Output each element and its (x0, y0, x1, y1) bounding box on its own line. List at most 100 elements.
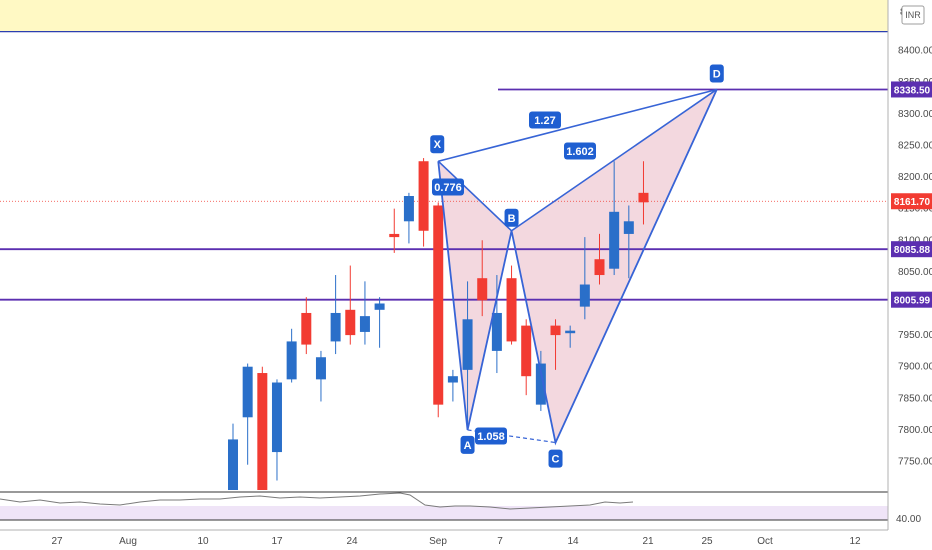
candle-body (638, 192, 649, 203)
ratio-label-bg (564, 142, 596, 160)
candle (418, 158, 429, 247)
pattern-point-label: A (460, 435, 475, 454)
candle (330, 275, 341, 355)
level-price-tag: 8005.99 (891, 291, 932, 308)
candle (257, 366, 268, 490)
candle-body (403, 196, 414, 222)
candle-body (257, 373, 268, 490)
candle (345, 265, 356, 345)
candle-body (550, 325, 561, 336)
pattern-triangle-xab (438, 161, 512, 430)
x-tick-label: 10 (197, 536, 209, 547)
level-price-tag-bg (891, 291, 932, 308)
candle (623, 205, 634, 279)
y-tick-label: 8200.00 (898, 172, 932, 183)
point-label-bg (504, 208, 519, 227)
candle (403, 192, 414, 244)
candle-body (565, 330, 576, 334)
x-tick-label: 25 (701, 536, 713, 547)
y-tick-label: 7750.00 (898, 457, 932, 468)
level-price-tag: 8338.50 (891, 81, 932, 98)
x-tick-label: 27 (51, 536, 63, 547)
point-label-text: B (508, 213, 516, 225)
candle-body (374, 303, 385, 310)
pattern-point-label: X (430, 135, 445, 154)
y-tick-label: 7850.00 (898, 393, 932, 404)
y-tick-label: 7800.00 (898, 425, 932, 436)
candle (389, 208, 400, 253)
candle (228, 423, 238, 490)
ratio-label-bg (432, 178, 464, 196)
point-label-text: A (464, 440, 472, 452)
ratio-label-bg (529, 111, 561, 129)
candle-body (609, 211, 620, 269)
candle (535, 350, 546, 411)
candle-body (462, 319, 473, 370)
ratio-label: 1.27 (529, 111, 561, 129)
y-tick-label: 8400.00 (898, 46, 932, 57)
candle-body (315, 357, 326, 380)
level-price-tag-text: 8005.99 (894, 296, 931, 307)
candle (271, 379, 282, 481)
candle-body (389, 233, 400, 238)
indicator-line (0, 492, 634, 510)
candle-body (271, 382, 282, 453)
x-tick-label: 14 (567, 536, 579, 547)
pattern-point-label: D (709, 64, 724, 83)
candle (638, 161, 649, 225)
candle (477, 240, 488, 317)
candle (286, 328, 297, 383)
pattern-xb-line (437, 160, 513, 232)
level-price-tag-bg (891, 81, 932, 98)
candle (447, 369, 458, 402)
currency-badge: INR (901, 5, 925, 25)
candle (242, 363, 253, 465)
candle-body (345, 309, 356, 336)
currency-badge-bg (901, 5, 925, 25)
y-tick-label: 7950.00 (898, 330, 932, 341)
candle (315, 350, 326, 402)
candle (594, 233, 605, 285)
x-tick-label: 17 (271, 536, 283, 547)
candle-body (506, 278, 517, 342)
point-label-text: C (552, 454, 560, 466)
last-price-tag-text: 8161.70 (894, 197, 931, 208)
candle (301, 297, 312, 355)
candle (359, 281, 370, 345)
highlight-zone (0, 0, 888, 32)
ratio-label: 1.058 (475, 427, 507, 445)
ratio-label-text: 1.058 (477, 431, 505, 443)
candle (462, 281, 473, 430)
candle-body (447, 376, 458, 383)
point-label-bg (709, 64, 724, 83)
x-tick-label: 12 (849, 536, 861, 547)
candle-body (594, 259, 605, 276)
candle-body (330, 312, 341, 342)
point-label-text: X (434, 139, 442, 151)
point-label-bg (430, 135, 445, 154)
level-price-tag-bg (891, 241, 932, 258)
candle-body (433, 205, 444, 405)
pattern-bd-line (511, 88, 718, 232)
ratio-label-text: 1.27 (534, 115, 555, 127)
pattern-point-label: B (504, 208, 519, 227)
indicator-zone (0, 506, 888, 520)
level-price-tag-text: 8085.88 (894, 245, 931, 256)
pattern-xd-line (438, 88, 717, 163)
candle (521, 319, 532, 396)
candle-body (286, 341, 297, 380)
candle-body (242, 366, 253, 418)
y-tick-label: 8050.00 (898, 267, 932, 278)
point-label-bg (548, 449, 563, 468)
candle-body (535, 363, 546, 405)
candle-body (301, 312, 312, 345)
candle-body (579, 284, 590, 307)
candle (374, 297, 385, 348)
pattern-point-label: C (548, 449, 563, 468)
candle (491, 275, 502, 374)
ratio-label: 0.776 (432, 178, 464, 196)
currency-label: INR (905, 10, 921, 20)
candle-body (228, 439, 238, 490)
candle-body (491, 312, 502, 351)
ratio-label: 1.602 (564, 142, 596, 160)
